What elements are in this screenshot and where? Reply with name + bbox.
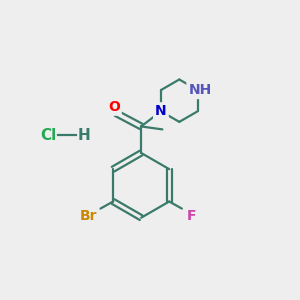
Text: Br: Br [79, 209, 97, 223]
Text: N: N [155, 104, 167, 118]
Text: F: F [187, 209, 196, 223]
Text: H: H [77, 128, 90, 143]
Text: Cl: Cl [40, 128, 56, 143]
Text: NH: NH [188, 83, 212, 97]
Text: O: O [108, 100, 120, 114]
